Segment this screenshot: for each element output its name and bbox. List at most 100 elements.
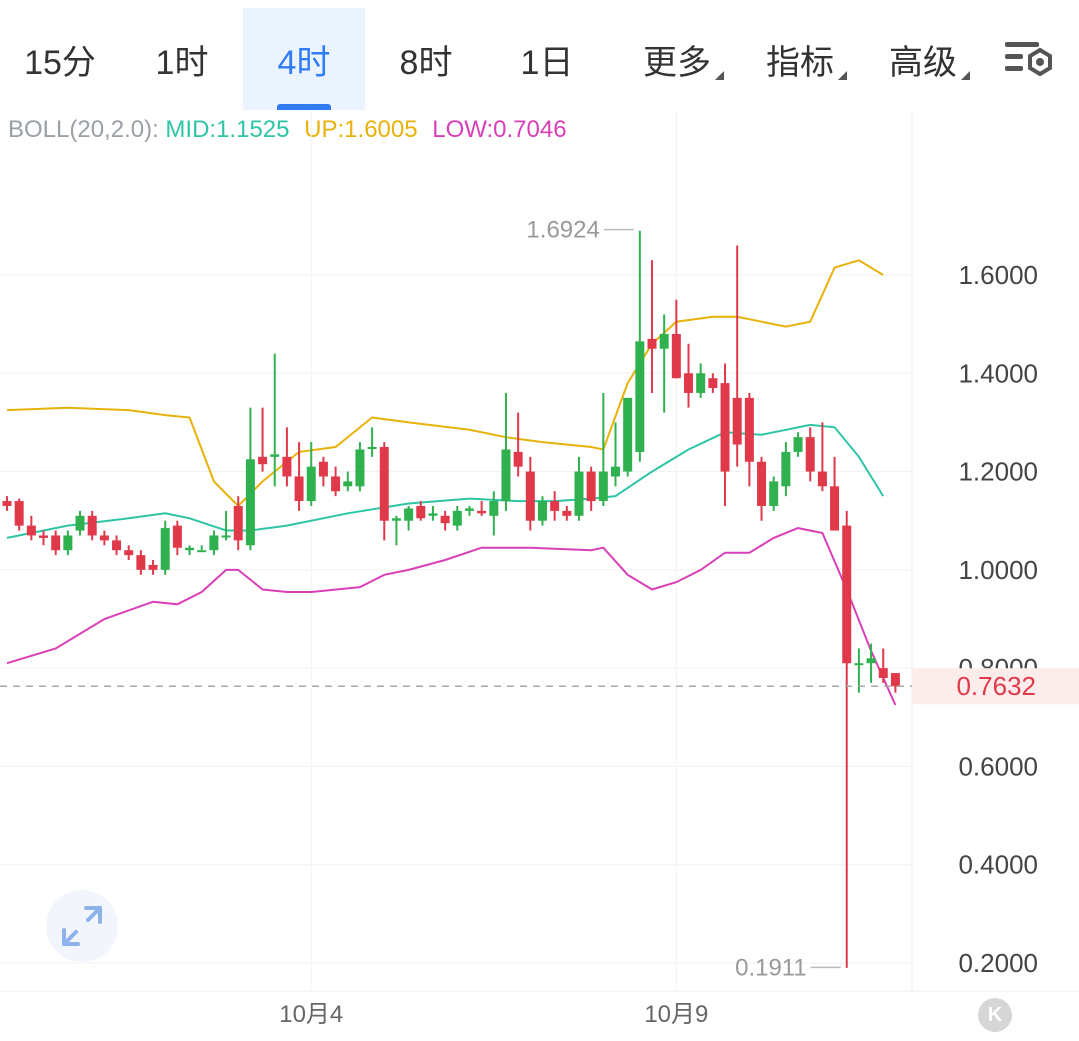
y-tick-label: 1.0000 — [958, 555, 1038, 585]
candle-body — [598, 471, 608, 502]
candle-body — [148, 564, 158, 570]
candle-body — [890, 673, 900, 687]
candle-body — [562, 510, 572, 516]
candle-body — [75, 515, 85, 531]
candle-body — [209, 535, 219, 551]
tab-indicators-dropdown[interactable]: 指标 — [757, 8, 847, 110]
tab-1d[interactable]: 1日 — [487, 8, 607, 110]
candle-body — [781, 451, 791, 487]
y-tick-label: 0.2000 — [958, 948, 1038, 978]
candle-body — [684, 373, 694, 393]
candle-body — [124, 550, 134, 556]
tab-label: 1时 — [155, 43, 209, 82]
candle-body — [87, 515, 97, 536]
candle-body — [537, 501, 547, 521]
candle-body — [440, 515, 450, 524]
candle-body — [39, 535, 49, 538]
active-tab-indicator — [277, 104, 331, 110]
boll-legend: BOLL(20,2.0): MID:1.1525 UP:1.6005 LOW:0… — [8, 116, 575, 144]
candle-body — [464, 508, 474, 511]
candle-body — [489, 501, 499, 516]
candle-body — [294, 476, 304, 502]
candle-body — [318, 461, 328, 477]
candle-body — [112, 540, 122, 551]
boll-indicator-name: BOLL(20,2.0): — [8, 116, 159, 143]
tab-more-dropdown[interactable]: 更多 — [634, 8, 724, 110]
candle-body — [513, 451, 523, 467]
candle-body — [379, 447, 389, 521]
candle-body — [233, 505, 243, 541]
candle-body — [659, 333, 669, 349]
tab-label: 指标 — [766, 43, 834, 82]
boll-lower-line — [6, 527, 897, 706]
candle-body — [367, 447, 377, 449]
candle-body — [477, 510, 487, 514]
candle-body — [160, 528, 170, 570]
candle-body — [635, 341, 645, 452]
candle-body — [391, 518, 401, 521]
tab-4h[interactable]: 4时 — [243, 8, 365, 110]
y-tick-label: 0.6000 — [958, 751, 1038, 781]
candle-body — [26, 525, 36, 536]
candle-body — [51, 535, 61, 551]
candle-body — [270, 454, 280, 457]
high-marker-label: 1.6924 — [526, 217, 599, 244]
candle-body — [574, 471, 584, 516]
dropdown-caret-icon — [961, 71, 970, 80]
candle-body — [805, 437, 815, 472]
candle-body — [416, 505, 426, 519]
candle-body — [221, 535, 231, 538]
boll-up-value: UP:1.6005 — [304, 116, 418, 143]
candle-body — [306, 466, 316, 502]
tab-advanced-dropdown[interactable]: 高级 — [880, 8, 970, 110]
candle-body — [611, 466, 620, 477]
candle-body — [878, 668, 888, 678]
chart-settings-icon[interactable] — [1003, 40, 1055, 80]
x-tick-label: 10月9 — [644, 1001, 708, 1028]
candle-body — [647, 338, 657, 349]
candle-body — [696, 373, 706, 393]
candle-body — [197, 550, 207, 553]
last-price-label: 0.7632 — [956, 671, 1036, 701]
expand-icon[interactable] — [46, 890, 118, 962]
y-tick-label: 1.2000 — [958, 457, 1038, 487]
low-marker-label: 0.1911 — [735, 954, 807, 981]
candle-body — [428, 513, 438, 516]
y-tick-label: 0.4000 — [958, 850, 1038, 880]
x-tick-label: 10月4 — [279, 1001, 343, 1028]
candle-body — [331, 476, 341, 492]
candle-body — [671, 333, 681, 379]
candle-body — [99, 535, 109, 541]
candle-body — [769, 481, 779, 506]
candle-body — [452, 510, 462, 526]
tab-label: 15分 — [24, 43, 96, 82]
tab-1h[interactable]: 1时 — [122, 8, 242, 110]
candle-body — [525, 471, 535, 521]
scroll-to-latest-icon[interactable]: K — [978, 998, 1012, 1032]
candle-body — [404, 508, 414, 521]
candle-body — [14, 501, 24, 526]
candle-body — [136, 555, 146, 570]
y-tick-label: 1.4000 — [958, 358, 1038, 388]
tab-label: 8时 — [399, 43, 453, 82]
candle-body — [501, 449, 511, 502]
candle-body — [842, 525, 852, 664]
candle-body — [793, 437, 803, 452]
candle-body — [185, 547, 195, 551]
candle-body — [817, 471, 827, 487]
tab-label: 1日 — [520, 43, 574, 82]
candle-body — [550, 501, 560, 511]
candle-body — [63, 535, 73, 551]
candle-body — [866, 658, 876, 664]
dropdown-caret-icon — [838, 71, 847, 80]
tab-15min[interactable]: 15分 — [0, 8, 120, 110]
candlestick-chart[interactable]: 1.60001.40001.20001.00000.80000.60000.40… — [0, 110, 1079, 1041]
candle-body — [245, 459, 255, 546]
tab-8h[interactable]: 8时 — [366, 8, 486, 110]
timeframe-toolbar: 15分 1时 4时 8时 1日 更多 指标 高级 — [0, 0, 1079, 110]
candle-body — [830, 486, 840, 531]
candle-body — [355, 449, 365, 487]
candle-body — [586, 471, 596, 502]
last-price-tag — [912, 668, 1079, 705]
candle-body — [757, 461, 767, 506]
